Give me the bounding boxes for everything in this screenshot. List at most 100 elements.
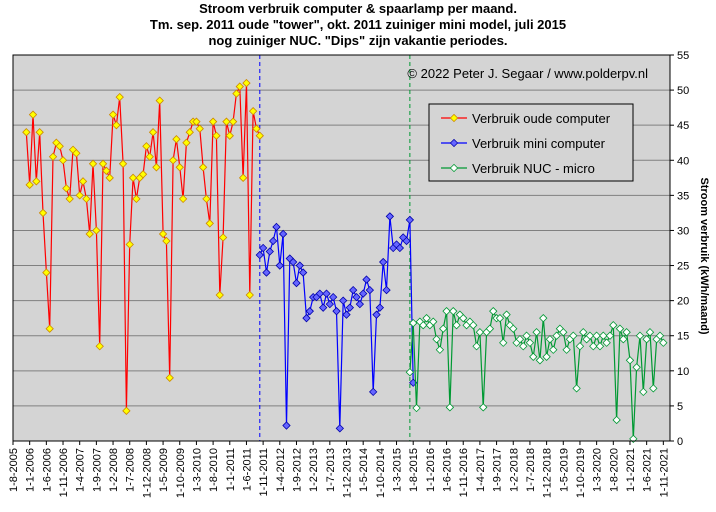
data-point — [552, 331, 561, 340]
data-point — [92, 226, 101, 235]
x-tick-label: 1-2-2013 — [308, 448, 320, 492]
data-point — [405, 215, 415, 225]
x-tick-label: 1-3-2015 — [392, 448, 404, 492]
data-point — [102, 166, 111, 175]
data-point — [545, 335, 555, 344]
data-point — [589, 342, 598, 351]
y-axis-title: Stroom verbruik (kWh/maand) — [698, 177, 710, 334]
data-point — [365, 285, 375, 295]
data-point — [42, 268, 51, 277]
x-tick-label: 1-9-2012 — [291, 448, 303, 492]
data-point — [22, 128, 31, 137]
data-point — [295, 261, 304, 270]
data-point — [445, 403, 455, 412]
data-point — [325, 299, 334, 309]
data-point — [98, 159, 108, 168]
data-point — [238, 173, 248, 182]
data-point — [58, 156, 68, 165]
data-point — [649, 384, 658, 393]
x-tick-label: 1-9-2017 — [492, 448, 504, 492]
x-tick-label: 1-11-2011 — [258, 448, 270, 497]
data-point — [542, 352, 551, 361]
data-point — [208, 117, 218, 126]
data-point — [605, 331, 615, 340]
data-point — [539, 314, 548, 323]
data-point — [185, 128, 194, 137]
data-point — [535, 356, 545, 365]
data-point — [432, 335, 441, 344]
data-point — [639, 387, 648, 397]
data-point — [629, 434, 638, 444]
data-point — [165, 373, 174, 383]
data-point — [148, 128, 158, 137]
data-point — [592, 331, 601, 340]
copyright-annotation: © 2022 Peter J. Segaar / www.polderpv.nl — [407, 66, 648, 81]
chart-title-line-1: Stroom verbruik computer & spaarlamp per… — [199, 1, 517, 16]
x-tick-label: 1-10-2014 — [375, 448, 387, 498]
data-point — [175, 163, 184, 172]
data-point — [369, 387, 378, 397]
data-point — [315, 289, 324, 298]
y-tick-label: 10 — [677, 366, 689, 378]
y-tick-label: 50 — [677, 85, 689, 97]
data-point — [349, 285, 358, 295]
y-tick-label: 35 — [677, 190, 689, 202]
data-point — [489, 306, 498, 316]
chart-title: Stroom verbruik computer & spaarlamp per… — [0, 1, 716, 49]
series-2 — [255, 212, 418, 433]
data-point — [122, 406, 131, 415]
x-tick-label: 1-8-2015 — [408, 448, 420, 492]
x-tick-label: 1-4-2012 — [275, 448, 287, 492]
data-point — [509, 324, 518, 333]
data-point — [145, 152, 154, 161]
data-point — [529, 352, 538, 361]
x-tick-label: 1-6-2006 — [41, 448, 53, 492]
y-tick-label: 45 — [677, 120, 689, 132]
series-1 — [22, 78, 264, 415]
data-point — [265, 247, 274, 256]
data-point — [372, 310, 381, 319]
data-point — [202, 194, 211, 204]
data-point — [85, 229, 94, 239]
x-tick-label: 1-6-2016 — [442, 448, 454, 492]
data-point — [382, 285, 391, 295]
data-point — [248, 106, 258, 116]
data-point — [472, 342, 481, 351]
y-tick-label: 40 — [677, 155, 689, 167]
data-point — [195, 124, 204, 133]
x-tick-label: 1-5-2019 — [558, 448, 570, 492]
data-point — [599, 331, 608, 340]
data-point — [105, 173, 114, 182]
data-point — [118, 159, 128, 168]
data-point — [499, 338, 508, 347]
data-point — [38, 208, 48, 218]
data-point — [318, 303, 328, 312]
data-point — [562, 345, 571, 354]
data-point — [409, 318, 418, 328]
data-point — [62, 184, 71, 193]
data-point — [115, 92, 124, 102]
data-point — [485, 324, 495, 333]
x-tick-label: 1-11-2021 — [658, 448, 670, 497]
legend-swatch-marker — [449, 138, 459, 148]
data-point — [228, 117, 238, 126]
data-point — [619, 335, 628, 344]
data-point — [612, 415, 621, 425]
data-point — [595, 342, 605, 351]
data-point — [272, 222, 281, 232]
data-point — [642, 335, 651, 344]
x-tick-label: 1-11-2016 — [458, 448, 470, 497]
data-point — [292, 278, 301, 288]
data-point — [28, 110, 38, 119]
y-tick-label: 55 — [677, 50, 689, 62]
data-point — [278, 229, 288, 239]
data-point — [475, 328, 485, 337]
data-point — [435, 345, 445, 354]
data-point — [178, 194, 188, 204]
data-point — [48, 152, 58, 161]
data-point — [635, 331, 645, 340]
data-point — [615, 324, 625, 333]
data-point — [142, 142, 151, 151]
data-point — [359, 289, 368, 298]
